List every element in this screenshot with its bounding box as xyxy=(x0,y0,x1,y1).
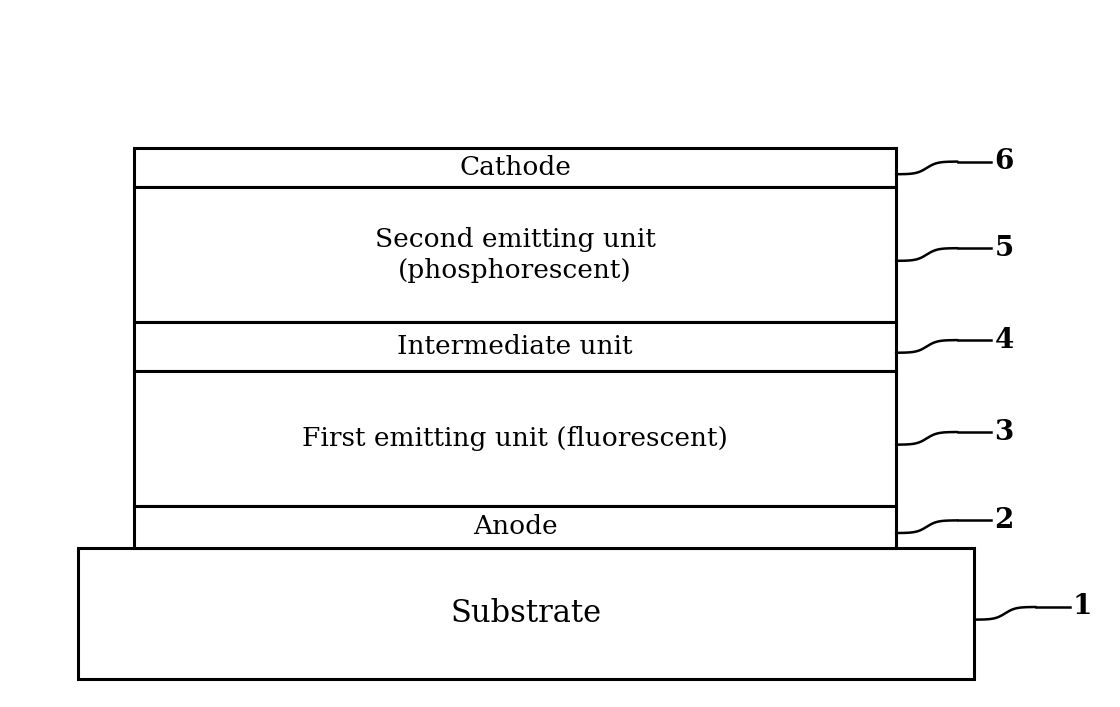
Text: 6: 6 xyxy=(995,148,1014,175)
Text: Second emitting unit
(phosphorescent): Second emitting unit (phosphorescent) xyxy=(375,226,655,283)
Text: 5: 5 xyxy=(995,235,1014,262)
Text: Substrate: Substrate xyxy=(451,598,601,629)
Bar xyxy=(134,148,896,187)
Text: Anode: Anode xyxy=(473,514,558,539)
Bar xyxy=(134,371,896,506)
Text: 4: 4 xyxy=(995,327,1014,354)
Text: 1: 1 xyxy=(1073,593,1092,621)
Text: First emitting unit (fluorescent): First emitting unit (fluorescent) xyxy=(302,426,728,451)
Text: Cathode: Cathode xyxy=(459,156,571,180)
Text: 3: 3 xyxy=(995,419,1014,445)
Bar xyxy=(134,322,896,371)
Text: Intermediate unit: Intermediate unit xyxy=(398,334,633,359)
Bar xyxy=(134,187,896,322)
Bar xyxy=(78,548,974,679)
Text: 2: 2 xyxy=(995,507,1014,534)
Bar xyxy=(134,506,896,548)
